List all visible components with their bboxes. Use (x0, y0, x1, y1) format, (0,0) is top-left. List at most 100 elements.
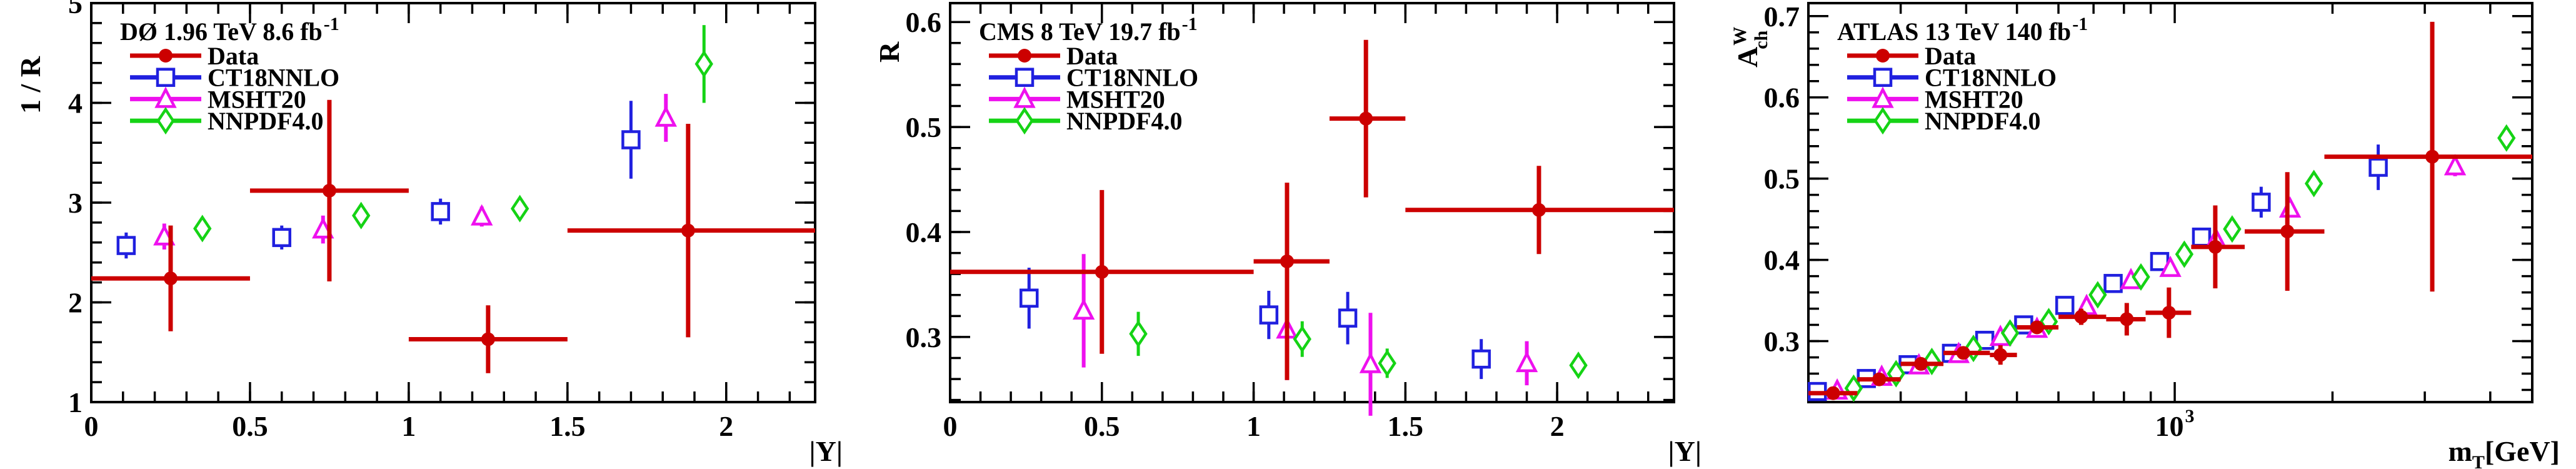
tick-labels: 0 0.5 1 1.5 2 0.3 0.4 0.5 0.6 (906, 6, 1565, 442)
data-point-marker (322, 183, 336, 198)
data-point-marker (681, 223, 695, 238)
theory-point-marker (694, 50, 713, 78)
panel-do-ratio-plot: 0 0.5 1 1.5 2 1 2 3 4 5 |Y| 1 / R DØ 1.96 TeV 8.6 fb… (0, 0, 859, 469)
legend-label-Data: Data (208, 42, 259, 70)
legend-label-NNPDF4.0: NNPDF4.0 (208, 107, 324, 135)
theory-point-marker (1515, 350, 1538, 373)
theory-point-marker (2278, 196, 2302, 218)
x-tick-label: 2 (1550, 410, 1565, 442)
data-point-marker (1826, 386, 1840, 400)
theory-point-marker (471, 204, 493, 226)
legend-title: CMS 8 TeV 19.7 fb-1 (979, 14, 1198, 46)
theory-point-marker (1569, 351, 1588, 380)
data-point-marker (1993, 348, 2008, 362)
y-axis-title: AWch (1730, 27, 1772, 68)
theory-point-marker (1129, 320, 1148, 348)
y-tick-label: 0.7 (1764, 1, 1800, 33)
data-point-marker (1914, 356, 1928, 371)
theory-point-marker (193, 214, 212, 243)
y-tick-label: 1 (68, 386, 83, 418)
y-tick-label: 0.3 (1764, 326, 1800, 358)
theory-point-marker (2055, 296, 2075, 315)
data-point-marker (1280, 255, 1294, 269)
svg-text:R: R (873, 41, 905, 63)
series-CT18NNLO (1019, 268, 1491, 380)
axes-ticks (1807, 3, 2532, 402)
panel-atlas-svg: 103 0.3 0.4 0.5 0.6 0.7 mT[GeV] AWch ATLAS 13 Te… (1730, 1, 2560, 469)
theory-point-marker (1873, 107, 1892, 135)
legend-label-CT18NNLO: CT18NNLO (208, 64, 339, 92)
theory-point-marker (156, 68, 176, 87)
y-tick-label: 5 (68, 0, 83, 19)
theory-point-marker (116, 236, 136, 255)
theory-point-marker (2192, 227, 2212, 247)
data-point-marker (1872, 372, 1887, 386)
theory-point-marker (2175, 240, 2194, 268)
theory-point-marker (1872, 86, 1894, 108)
legend-title: ATLAS 13 TeV 140 fb-1 (1837, 14, 2088, 46)
legend-label-MSHT20: MSHT20 (208, 85, 306, 113)
theory-point-marker (1378, 349, 1396, 377)
theory-point-marker (2497, 124, 2516, 152)
y-tick-label: 0.4 (1764, 245, 1800, 276)
series-MSHT20 (153, 94, 677, 250)
theory-point-marker (1338, 308, 1358, 328)
x-axis-title: |Y| (809, 435, 843, 467)
x-tick-label: 1 (1246, 410, 1261, 442)
data-point-marker (2120, 312, 2134, 326)
y-tick-label: 0.5 (1764, 163, 1800, 195)
theory-point-marker (2252, 193, 2271, 212)
x-axis-title: |Y| (1668, 435, 1701, 467)
theory-point-marker (431, 202, 450, 221)
theory-point-marker (621, 130, 641, 149)
theory-point-marker (1471, 349, 1491, 369)
data-point-marker (1876, 49, 1890, 63)
x-tick-label: 0.5 (232, 410, 268, 442)
plot-atlas: 103 0.3 0.4 0.5 0.6 0.7 mT[GeV] AWch ATLAS 13 Te… (1730, 1, 2560, 469)
series-NNPDF4.0 (1129, 311, 1588, 380)
theory-point-marker (1015, 68, 1035, 87)
theory-point-marker (352, 201, 371, 229)
x-tick-label: 1.5 (549, 410, 586, 442)
theory-point-marker (1072, 298, 1095, 320)
data-point-marker (2162, 306, 2176, 320)
theory-point-marker (2223, 215, 2242, 243)
x-axis-title: mT[GeV] (2448, 435, 2560, 469)
data-point-marker (2030, 320, 2044, 335)
theory-point-marker (1359, 351, 1382, 373)
y-tick-label: 4 (68, 88, 83, 119)
legend-label-CT18NNLO: CT18NNLO (1066, 64, 1198, 92)
plot-cms: 0 0.5 1 1.5 2 0.3 0.4 0.5 0.6 |Y| R CMS 8 TeV 19.7 … (873, 2, 1701, 467)
series-CT18NNLO (116, 101, 641, 259)
svg-text:1 / R: 1 / R (14, 56, 46, 114)
tick-labels: 0 0.5 1 1.5 2 1 2 3 4 5 (68, 0, 733, 442)
theory-point-marker (156, 107, 175, 135)
data-point-marker (481, 332, 495, 346)
legend: DØ 1.96 TeV 8.6 fb-1DataCT18NNLOMSHT20NN… (120, 14, 339, 135)
legend-label-NNPDF4.0: NNPDF4.0 (1066, 107, 1183, 135)
theory-point-marker (2159, 255, 2182, 277)
theory-point-marker (1873, 68, 1893, 87)
theory-point-marker (2132, 263, 2150, 291)
panel-atlas-asymmetry-plot: 103 0.3 0.4 0.5 0.6 0.7 mT[GeV] AWch ATLAS 13 Te… (1717, 0, 2576, 469)
data-point-marker (1956, 346, 1970, 360)
legend-label-CT18NNLO: CT18NNLO (1925, 64, 2057, 92)
legend: ATLAS 13 TeV 140 fb-1DataCT18NNLOMSHT20N… (1837, 14, 2088, 135)
theory-point-marker (1015, 107, 1034, 135)
x-tick-label: 0 (84, 410, 99, 442)
theory-point-marker (2368, 158, 2388, 177)
theory-point-marker (2000, 319, 2020, 347)
data-point-marker (2074, 310, 2088, 324)
series-Data (950, 39, 1674, 380)
svg-text:AWch: AWch (1730, 27, 1772, 68)
x-tick-label: 103 (2155, 406, 2195, 442)
theory-point-marker (1922, 347, 1942, 376)
y-tick-label: 0.6 (906, 6, 942, 38)
y-axis-title: 1 / R (14, 56, 46, 114)
axes-ticks (90, 2, 815, 403)
series-NNPDF4.0 (193, 25, 713, 243)
y-tick-label: 0.4 (906, 216, 942, 248)
plot-frame (1807, 2, 2533, 403)
x-tick-label: 1.5 (1388, 410, 1424, 442)
axes-ticks (949, 3, 1674, 402)
